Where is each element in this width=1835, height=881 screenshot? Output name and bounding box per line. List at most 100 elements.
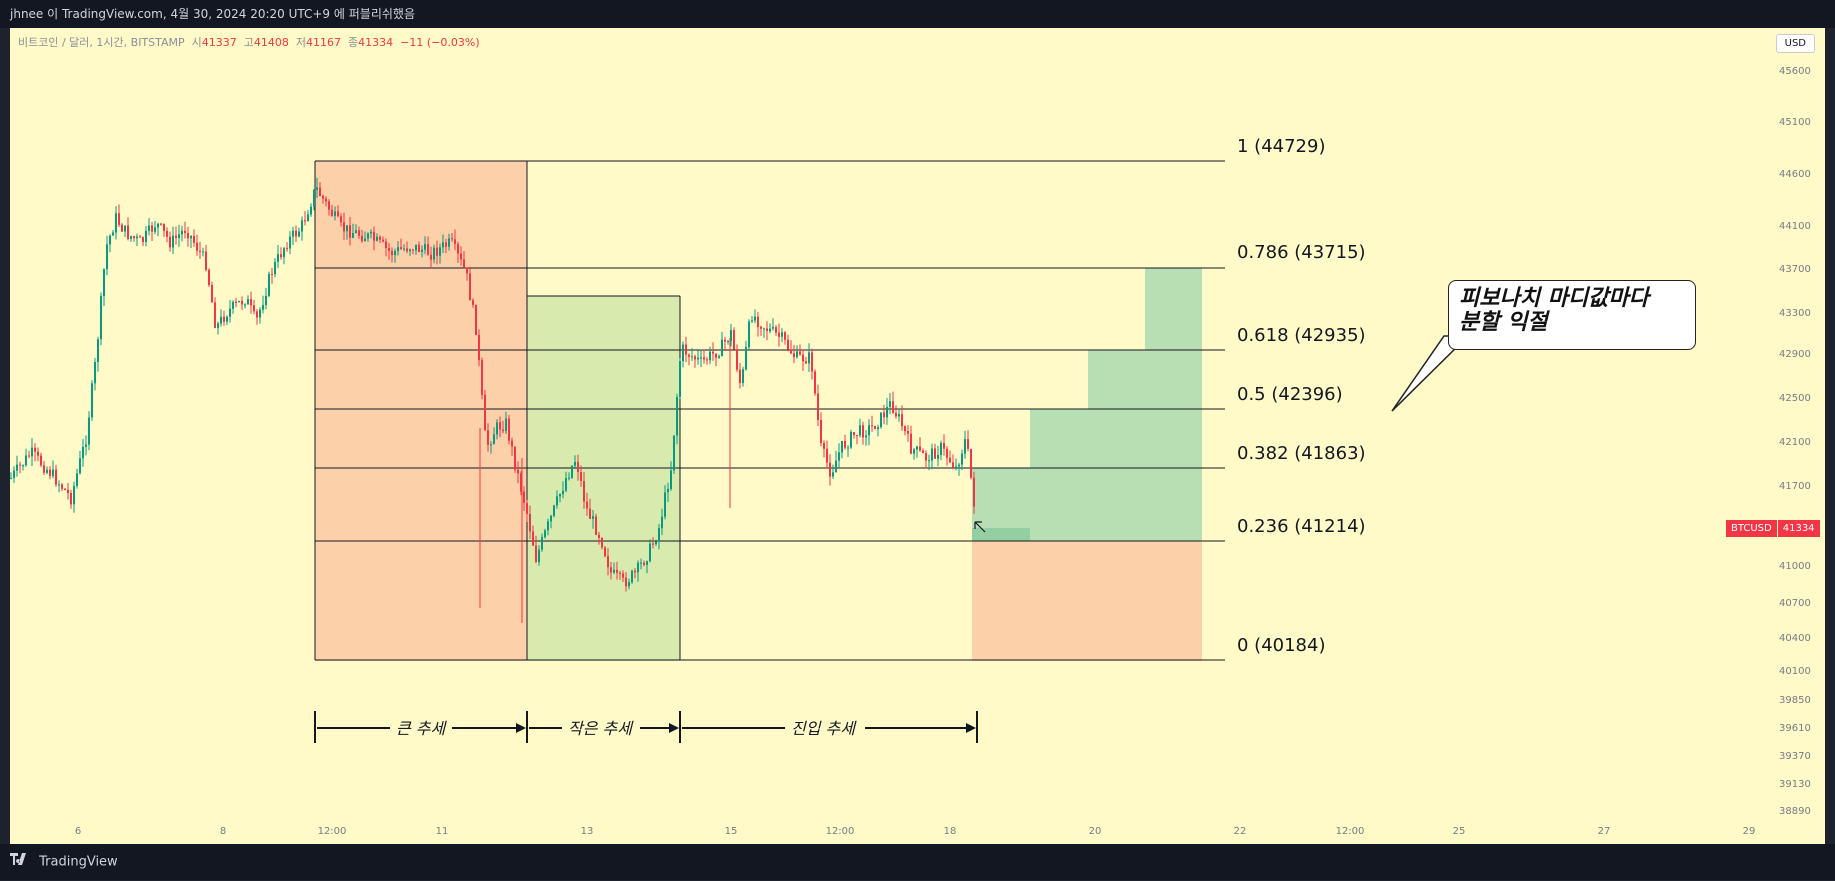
callout-line-1: 피보나치 마디값마다 (1459, 286, 1649, 311)
tradingview-logo-icon[interactable] (10, 844, 30, 880)
price-axis-label: 39130 (1779, 779, 1811, 790)
candle-body (961, 453, 963, 465)
candle-body (67, 489, 69, 493)
candle-body (394, 251, 396, 255)
candle-body (874, 426, 876, 429)
fib-label-05: 0.5 (42396) (1237, 384, 1343, 405)
candle-body (379, 236, 381, 240)
candle-body (751, 320, 753, 322)
high-label: 고 (243, 36, 254, 49)
price-axis-label: 38890 (1779, 806, 1811, 817)
candle-body (652, 543, 654, 545)
candle-body (649, 543, 651, 562)
candle-body (322, 196, 324, 199)
candle-body (709, 351, 711, 361)
candle-body (850, 432, 852, 448)
small-trend-zone (527, 296, 680, 661)
candle-body (910, 433, 912, 454)
candle-body (892, 401, 894, 413)
candle-body (550, 515, 552, 522)
candle-body (838, 452, 840, 461)
candle-body (79, 458, 81, 474)
candle-body (952, 462, 954, 468)
candle-body (184, 230, 186, 233)
callout-box[interactable]: 피보나치 마디값마다 분할 익절 (1448, 280, 1696, 350)
candle-body (10, 477, 12, 479)
candle-body (346, 225, 348, 232)
candle-body (625, 577, 627, 587)
candle-body (37, 451, 39, 456)
candle-body (700, 357, 702, 359)
candle-body (13, 470, 15, 478)
candle-body (364, 238, 366, 242)
fib-lines (314, 160, 1225, 661)
price-axis-label: 45600 (1779, 66, 1811, 77)
close-label: 종 (348, 36, 359, 49)
close-value: 41334 (358, 36, 394, 49)
candle-body (544, 530, 546, 538)
candle-body (856, 435, 858, 437)
time-axis-label: 6 (75, 826, 81, 837)
candle-body (64, 488, 66, 490)
candle-body (721, 339, 723, 357)
candle-body (301, 220, 303, 232)
candle-body (784, 332, 786, 340)
candle-body (34, 447, 36, 452)
candle-body (373, 231, 375, 241)
candle-body (787, 339, 789, 350)
candle-body (529, 513, 531, 532)
candle-body (199, 250, 201, 252)
candle-body (877, 427, 879, 429)
candle-body (736, 349, 738, 370)
candle-body (970, 448, 972, 478)
candle-body (667, 489, 669, 493)
open-label: 시 (191, 36, 202, 49)
candle-body (919, 446, 921, 451)
candle-body (763, 328, 765, 330)
candle-body (436, 247, 438, 256)
candle-body (847, 447, 849, 449)
candle-body (115, 213, 117, 233)
candle-body (670, 470, 672, 489)
price-axis-label: 42900 (1779, 349, 1811, 360)
candle-body (943, 443, 945, 449)
candle-body (595, 516, 597, 535)
candle-body (589, 508, 591, 519)
candle-body (616, 569, 618, 573)
candle-body (259, 309, 261, 318)
target-zone-4 (1145, 268, 1202, 541)
candle-body (748, 321, 750, 348)
candle-body (880, 412, 882, 428)
candle-body (49, 469, 51, 476)
candle-body (181, 230, 183, 235)
candle-body (121, 224, 123, 232)
candle-body (397, 247, 399, 252)
candle-body (61, 484, 63, 489)
candle-body (499, 422, 501, 430)
footer-brand[interactable]: TradingView (39, 854, 118, 870)
currency-button[interactable]: USD (1775, 34, 1815, 53)
candle-body (214, 302, 216, 328)
callout-line-2: 분할 익절 (1459, 310, 1548, 335)
chart-pane[interactable]: 1 (44729) 0.786 (43715) 0.618 (42935) 0.… (10, 28, 1825, 844)
candle-body (130, 236, 132, 239)
time-axis-label: 29 (1743, 826, 1756, 837)
candle-body (805, 361, 807, 364)
fib-label-0382: 0.382 (41863) (1237, 443, 1366, 464)
candle-body (145, 230, 147, 243)
candle-body (769, 328, 771, 332)
candle-body (790, 349, 792, 354)
candle-body (406, 248, 408, 252)
candle-body (211, 285, 213, 303)
symbol-legend: 비트코인 / 달러, 1시간, BITSTAMP 시41337 고41408 저… (18, 34, 480, 50)
time-axis-label: 12:00 (826, 826, 855, 837)
low-label: 저 (295, 36, 307, 49)
candle-body (109, 235, 111, 245)
candle-body (289, 236, 291, 249)
candle-body (100, 296, 102, 340)
chart-canvas[interactable]: 1 (44729) 0.786 (43715) 0.618 (42935) 0.… (10, 28, 1825, 844)
candle-body (907, 431, 909, 434)
candle-body (175, 235, 177, 238)
candle-body (703, 357, 705, 360)
price-axis-label: 39610 (1779, 723, 1811, 734)
